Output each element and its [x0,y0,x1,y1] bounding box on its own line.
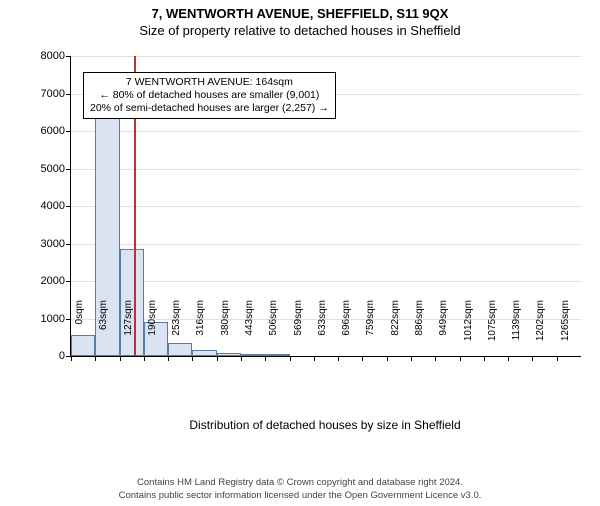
xtick-label: 127sqm [123,300,134,360]
chart-title-desc: Size of property relative to detached ho… [0,23,600,38]
ytick-mark [66,169,71,170]
xtick-mark [411,356,412,361]
xtick-label: 696sqm [341,300,352,360]
ytick-mark [66,94,71,95]
xtick-label: 63sqm [98,300,109,360]
chart-title-address: 7, WENTWORTH AVENUE, SHEFFIELD, S11 9QX [0,6,600,21]
xtick-label: 759sqm [365,300,376,360]
xtick-mark [71,356,72,361]
xtick-mark [168,356,169,361]
xtick-label: 316sqm [195,300,206,360]
xtick-label: 0sqm [74,300,85,360]
xtick-label: 506sqm [268,300,279,360]
annotation-box: 7 WENTWORTH AVENUE: 164sqm ← 80% of deta… [83,72,336,119]
xtick-mark [362,356,363,361]
ytick-mark [66,244,71,245]
xtick-label: 190sqm [147,300,158,360]
gridline-h [71,206,581,207]
xtick-label: 1139sqm [511,300,522,360]
x-axis-label: Distribution of detached houses by size … [70,418,580,432]
ytick-mark [66,206,71,207]
footer-line2: Contains public sector information licen… [0,490,600,502]
xtick-label: 253sqm [171,300,182,360]
gridline-h [71,244,581,245]
xtick-label: 380sqm [220,300,231,360]
xtick-mark [387,356,388,361]
xtick-mark [314,356,315,361]
gridline-h [71,169,581,170]
xtick-label: 569sqm [293,300,304,360]
annotation-line2: ← 80% of detached houses are smaller (9,… [90,89,329,102]
ytick-label: 1000 [41,313,65,325]
ytick-mark [66,56,71,57]
xtick-label: 822sqm [390,300,401,360]
ytick-mark [66,131,71,132]
footer-attribution: Contains HM Land Registry data © Crown c… [0,477,600,502]
xtick-label: 949sqm [438,300,449,360]
ytick-label: 2000 [41,275,65,287]
ytick-label: 6000 [41,125,65,137]
ytick-label: 5000 [41,163,65,175]
xtick-label: 1202sqm [535,300,546,360]
ytick-label: 4000 [41,200,65,212]
xtick-mark [144,356,145,361]
gridline-h [71,281,581,282]
xtick-mark [241,356,242,361]
ytick-label: 0 [59,350,65,362]
xtick-label: 1012sqm [463,300,474,360]
xtick-mark [532,356,533,361]
xtick-mark [265,356,266,361]
xtick-label: 1075sqm [487,300,498,360]
ytick-mark [66,281,71,282]
gridline-h [71,131,581,132]
xtick-label: 1265sqm [560,300,571,360]
footer-line1: Contains HM Land Registry data © Crown c… [0,477,600,489]
xtick-label: 886sqm [414,300,425,360]
annotation-line1: 7 WENTWORTH AVENUE: 164sqm [90,76,329,89]
ytick-label: 3000 [41,238,65,250]
plot-area: 0100020003000400050006000700080000sqm63s… [70,56,581,357]
ytick-label: 7000 [41,88,65,100]
xtick-mark [557,356,558,361]
chart-container: Number of detached properties 0100020003… [0,48,600,428]
xtick-label: 443sqm [244,300,255,360]
ytick-mark [66,319,71,320]
xtick-label: 633sqm [317,300,328,360]
gridline-h [71,56,581,57]
xtick-mark [508,356,509,361]
xtick-mark [435,356,436,361]
ytick-label: 8000 [41,50,65,62]
xtick-mark [120,356,121,361]
annotation-line3: 20% of semi-detached houses are larger (… [90,102,329,115]
xtick-mark [484,356,485,361]
xtick-mark [290,356,291,361]
xtick-mark [192,356,193,361]
xtick-mark [217,356,218,361]
xtick-mark [460,356,461,361]
xtick-mark [95,356,96,361]
xtick-mark [338,356,339,361]
